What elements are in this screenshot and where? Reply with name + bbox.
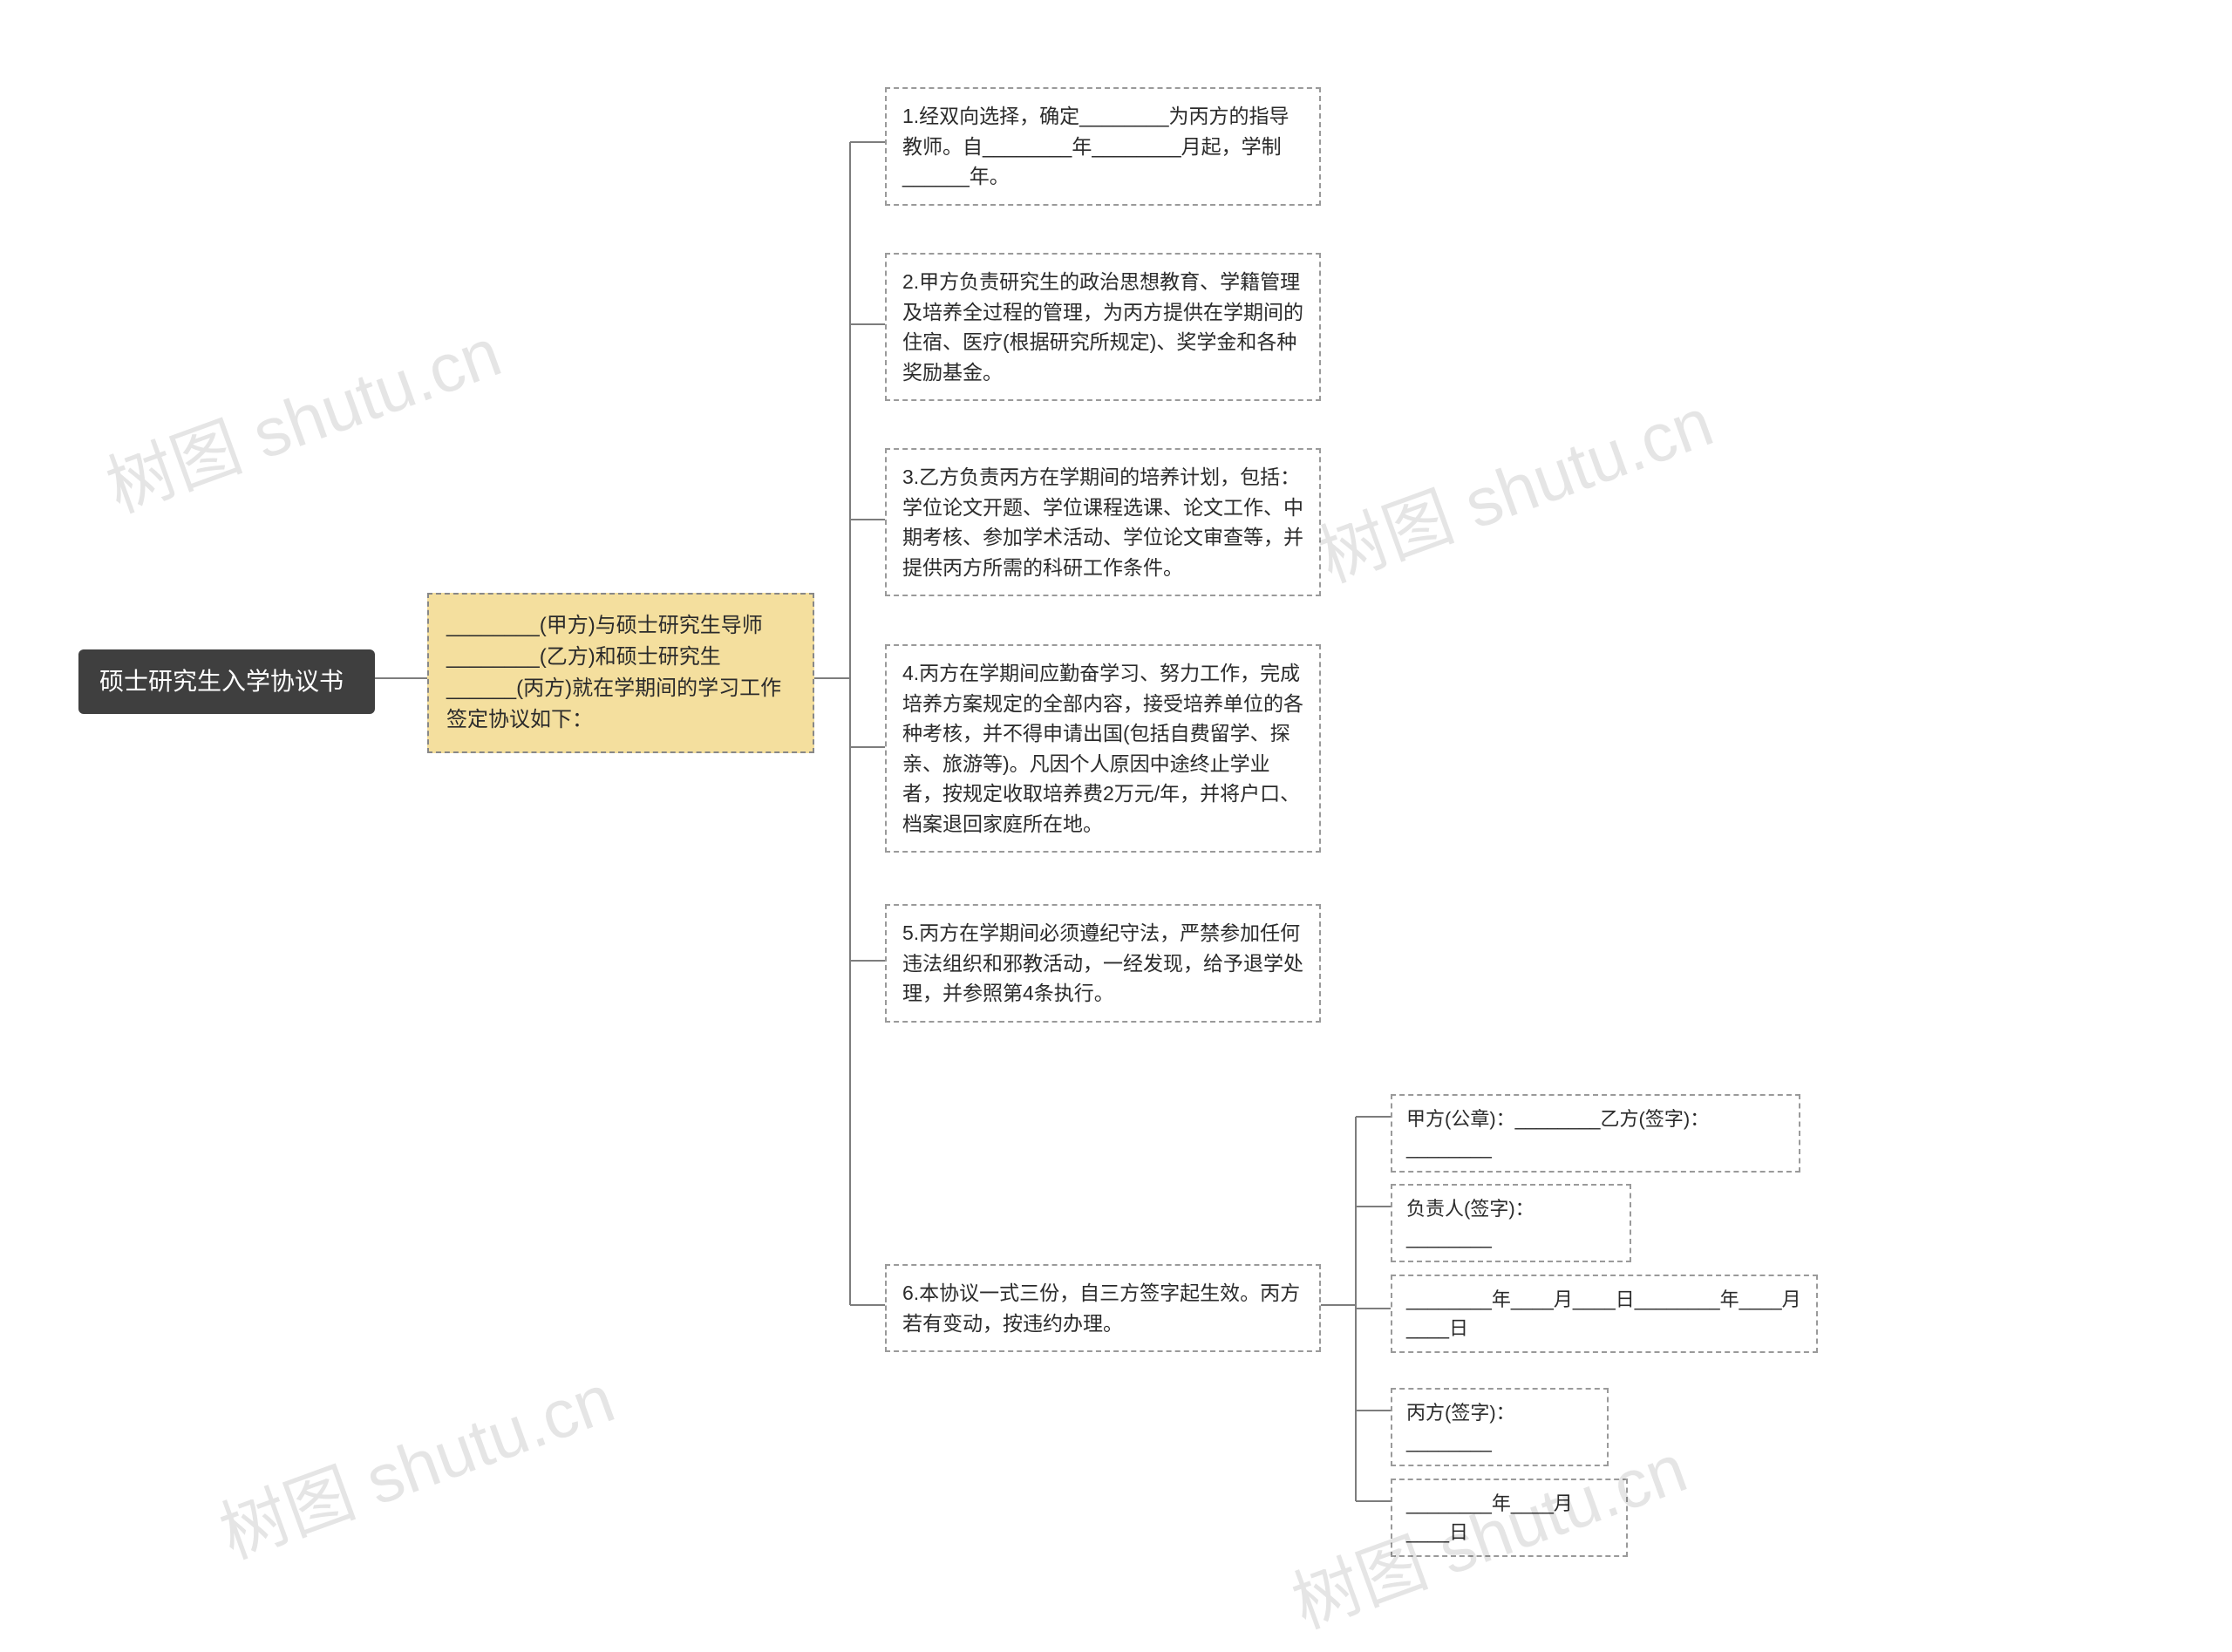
watermark: 树图 shutu.cn [205,1345,625,1578]
clause-4: 4.丙方在学期间应勤奋学习、努力工作，完成培养方案规定的全部内容，接受培养单位的… [885,644,1321,853]
signature-4: 丙方(签字)：________ [1391,1388,1609,1466]
signature-2: 负责人(签字)：________ [1391,1184,1631,1262]
signature-5: ________年____月____日 [1391,1479,1628,1557]
watermark: 树图 shutu.cn [92,299,512,532]
clause-2: 2.甲方负责研究生的政治思想教育、学籍管理及培养全过程的管理，为丙方提供在学期间… [885,253,1321,401]
signature-3: ________年____月____日________年____月____日 [1391,1275,1818,1353]
clause-1: 1.经双向选择，确定________为丙方的指导教师。自________年___… [885,87,1321,206]
signature-1: 甲方(公章)：________乙方(签字)：________ [1391,1094,1800,1173]
clause-6: 6.本协议一式三份，自三方签字起生效。丙方若有变动，按违约办理。 [885,1264,1321,1352]
root-node: 硕士研究生入学协议书 [78,649,375,714]
watermark: 树图 shutu.cn [1303,369,1724,602]
clause-5: 5.丙方在学期间必须遵纪守法，严禁参加任何违法组织和邪教活动，一经发现，给予退学… [885,904,1321,1023]
branch-node: ________(甲方)与硕士研究生导师________(乙方)和硕士研究生__… [427,593,814,753]
clause-3: 3.乙方负责丙方在学期间的培养计划，包括：学位论文开题、学位课程选课、论文工作、… [885,448,1321,596]
